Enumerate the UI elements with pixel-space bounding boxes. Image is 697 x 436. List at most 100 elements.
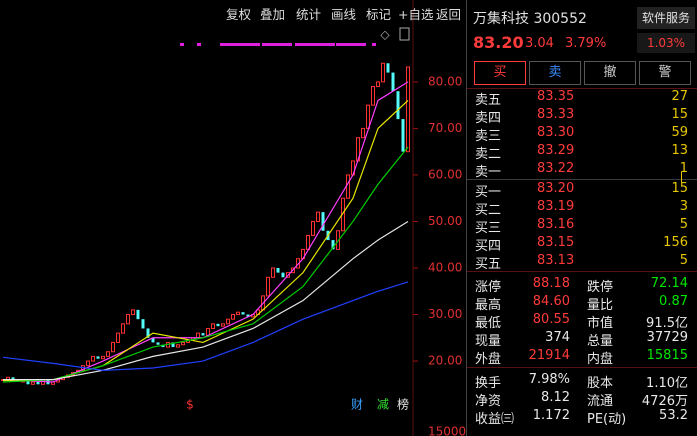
candle — [276, 267, 280, 273]
book-row: 卖五 83.35 27 — [467, 89, 697, 108]
price-change-pct: 3.79% — [565, 36, 607, 51]
event-marker: 财 — [351, 398, 363, 412]
candle — [291, 267, 295, 274]
event-marker: $ — [186, 398, 194, 412]
book-row: 买三 83.16 5 — [467, 217, 697, 236]
toolbar-button[interactable]: 叠加 — [260, 7, 286, 22]
candle — [306, 234, 310, 250]
stat-label: 市值 — [587, 316, 614, 331]
book-level: 买三 — [475, 221, 502, 236]
candle — [336, 230, 340, 250]
stat-value: 84.60 — [532, 294, 570, 309]
stat-value: 91.5亿 — [646, 316, 688, 331]
candle — [366, 104, 370, 129]
candle — [246, 314, 250, 317]
stat-row: 涨停 88.18 跌停 72.14 — [467, 276, 697, 295]
y-tick-label: 30.00 — [428, 307, 462, 321]
candle — [171, 342, 175, 348]
book-volume: 13 — [671, 143, 688, 158]
book-price: 83.22 — [537, 161, 575, 176]
sector-button[interactable]: 软件服务 — [637, 7, 695, 29]
stock-name: 万集科技 — [473, 11, 529, 27]
trade-button[interactable]: 警 — [639, 61, 691, 85]
candle — [266, 276, 270, 297]
candle — [36, 381, 40, 385]
toolbar-button[interactable]: 标记 — [366, 7, 392, 22]
range-marker — [372, 43, 376, 46]
book-price: 83.13 — [537, 253, 575, 268]
separator — [467, 88, 697, 89]
candle — [226, 318, 230, 325]
toolbar-button[interactable]: 画线 — [331, 7, 357, 22]
book-row: 卖一 83.22 1 — [467, 161, 697, 180]
candle — [386, 63, 390, 73]
book-price: 83.20 — [537, 181, 575, 196]
trade-button[interactable]: 卖 — [529, 61, 581, 85]
ma-line — [3, 220, 409, 381]
stat-label: 现量 — [475, 334, 502, 349]
stat-label: 股本 — [587, 376, 614, 391]
candle — [91, 355, 95, 362]
candle — [121, 323, 125, 334]
ma-line — [2, 100, 409, 382]
toolbar-button[interactable]: 统计 — [296, 7, 322, 22]
book-level: 买一 — [475, 185, 502, 200]
diamond-icon[interactable]: ◇ — [380, 28, 390, 42]
range-marker — [262, 43, 292, 46]
book-level: 买四 — [475, 239, 502, 254]
book-volume: 15 — [671, 181, 688, 196]
y-tick-label: 80.00 — [428, 74, 462, 88]
candle — [31, 381, 35, 385]
stat-label: 总量 — [587, 334, 614, 349]
range-marker — [180, 43, 184, 46]
stat-value: 88.18 — [532, 276, 570, 291]
event-marker: 榜 — [397, 397, 409, 412]
stat-row: 现量 374 总量 37729 — [467, 330, 697, 349]
book-price: 83.29 — [537, 143, 575, 158]
toolbar-button[interactable]: 复权 — [226, 7, 252, 22]
book-level: 卖二 — [475, 147, 502, 162]
candle — [316, 211, 320, 222]
last-price: 83.20 — [473, 33, 524, 52]
stat-label: 外盘 — [475, 352, 502, 367]
stat-value: 0.87 — [659, 294, 688, 309]
range-marker — [336, 43, 366, 46]
book-level: 卖四 — [475, 111, 502, 126]
toolbar-button[interactable]: 返回 — [436, 7, 462, 22]
stat-label: 净资 — [475, 394, 502, 409]
book-price: 83.16 — [537, 217, 575, 232]
candle — [136, 309, 140, 320]
candle — [311, 220, 315, 236]
book-volume: 59 — [671, 125, 688, 140]
candle — [231, 314, 235, 320]
candle — [236, 311, 240, 316]
toolbar-button[interactable]: +自选 — [398, 7, 434, 22]
book-volume: 5 — [679, 253, 688, 268]
stat-label: 涨停 — [475, 280, 502, 295]
stat-row: 换手 7.98% 股本 1.10亿 — [467, 372, 697, 391]
stat-value: 21914 — [528, 348, 570, 363]
separator — [467, 179, 697, 180]
event-marker: 减 — [377, 398, 389, 412]
stat-row: 最高 84.60 量比 0.87 — [467, 294, 697, 313]
candle — [361, 127, 365, 139]
book-row: 买四 83.15 156 — [467, 235, 697, 254]
price-change: 3.04 — [525, 36, 554, 51]
stat-label: 最低 — [475, 316, 502, 331]
window-icon[interactable] — [399, 27, 410, 41]
candle — [201, 333, 205, 336]
book-row: 买二 83.19 3 — [467, 199, 697, 218]
book-volume: 5 — [679, 217, 688, 232]
y-tick-label: 20.00 — [428, 354, 462, 368]
candle — [406, 66, 410, 153]
trade-button[interactable]: 买 — [474, 61, 526, 85]
candle — [106, 351, 110, 357]
candle — [146, 328, 150, 338]
stat-label: 流通 — [587, 394, 614, 409]
trade-button[interactable]: 撤 — [584, 61, 636, 85]
candle — [116, 332, 120, 343]
book-level: 卖一 — [475, 165, 502, 180]
candle — [346, 174, 350, 199]
candle — [271, 267, 275, 278]
book-row: 卖二 83.29 13 — [467, 143, 697, 162]
